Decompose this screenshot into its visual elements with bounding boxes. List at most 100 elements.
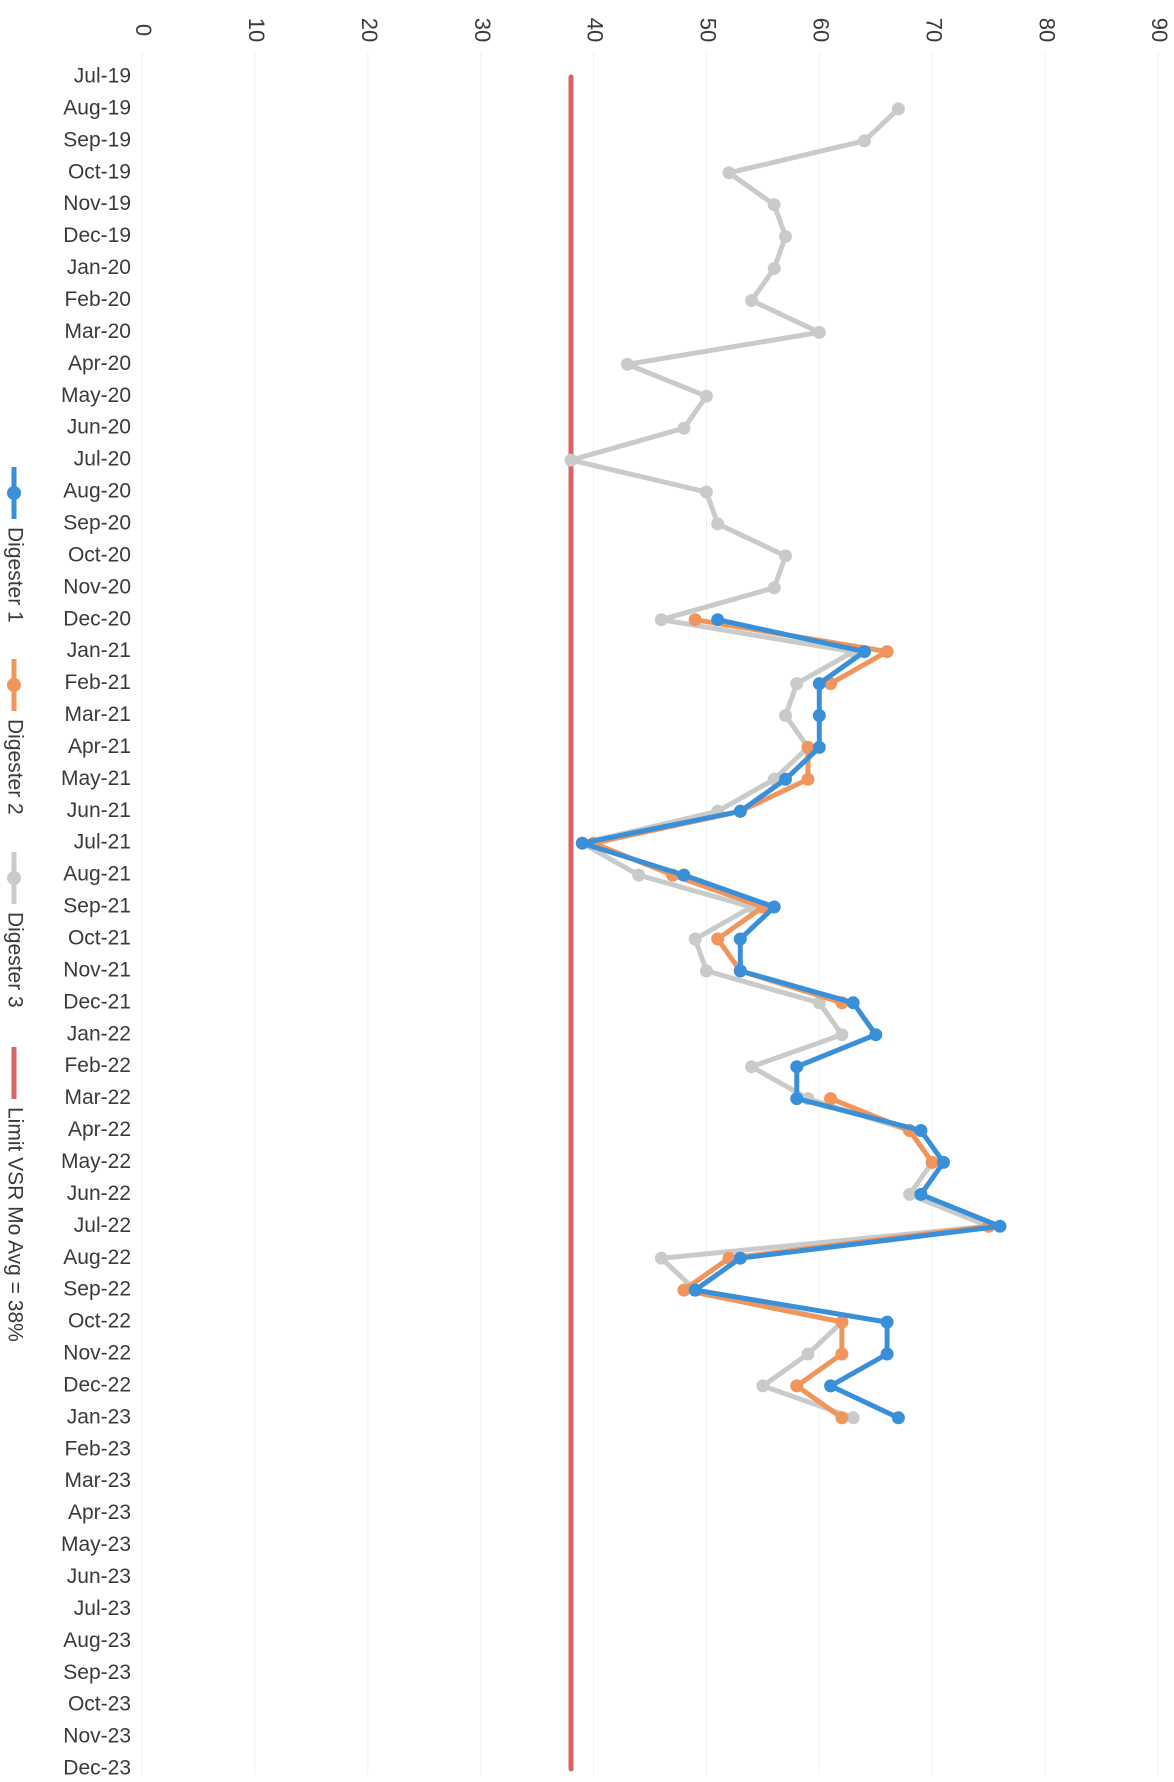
data-point — [903, 1187, 917, 1201]
category-tick-label: May-21 — [61, 767, 131, 790]
data-point — [880, 645, 894, 659]
data-point — [801, 1347, 815, 1361]
data-point — [779, 230, 792, 244]
data-point — [767, 900, 781, 914]
category-tick-label: Apr-22 — [68, 1118, 131, 1141]
data-point — [937, 1155, 950, 1169]
category-tick-label: Nov-23 — [63, 1725, 131, 1748]
category-tick-label: Jun-22 — [67, 1182, 131, 1205]
category-tick-label: Apr-20 — [68, 352, 131, 375]
category-tick-label: Nov-19 — [63, 192, 131, 215]
data-point — [880, 1315, 894, 1329]
data-point — [575, 836, 589, 850]
data-point — [790, 677, 804, 691]
data-point — [790, 1092, 804, 1106]
legend-swatch-marker — [7, 871, 21, 885]
value-tick-label: 0 — [131, 24, 156, 36]
data-point — [711, 932, 725, 946]
category-tick-label: Nov-21 — [63, 958, 131, 981]
data-point — [733, 1251, 747, 1265]
data-point — [699, 389, 713, 403]
data-point — [677, 1283, 691, 1297]
data-point — [812, 325, 826, 339]
data-point — [801, 740, 815, 754]
data-point — [824, 1092, 838, 1106]
category-tick-label: Apr-23 — [68, 1501, 131, 1524]
data-point — [677, 421, 691, 435]
category-tick-label: Aug-23 — [63, 1629, 131, 1652]
data-point — [654, 613, 668, 627]
data-point — [835, 1347, 849, 1361]
category-tick-label: Oct-22 — [68, 1310, 131, 1333]
data-point — [835, 1028, 849, 1042]
legend-swatch-marker — [7, 486, 21, 500]
data-point — [914, 1187, 928, 1201]
data-point — [812, 740, 826, 754]
category-tick-label: Jun-21 — [67, 799, 131, 822]
data-point — [767, 262, 781, 275]
data-point — [869, 1028, 883, 1042]
value-tick-label: 90 — [1147, 18, 1172, 42]
category-tick-label: Sep-19 — [63, 128, 131, 151]
value-tick-label: 30 — [470, 18, 495, 42]
data-point — [722, 166, 736, 180]
category-tick-label: Oct-20 — [68, 543, 131, 566]
data-point — [779, 709, 792, 722]
data-point — [846, 996, 860, 1010]
category-tick-label: Jun-20 — [67, 416, 131, 439]
data-point — [564, 453, 578, 467]
data-point — [914, 1124, 928, 1137]
category-tick-label: Jun-23 — [67, 1565, 131, 1588]
category-tick-label: Dec-23 — [63, 1757, 131, 1777]
data-point — [801, 772, 815, 786]
data-point — [733, 932, 747, 946]
data-point — [824, 1379, 838, 1393]
data-point — [767, 581, 781, 595]
series-layer — [564, 74, 1007, 1772]
legend-label: Digester 3 — [3, 912, 26, 1008]
data-point — [790, 1379, 804, 1393]
data-point — [688, 613, 702, 627]
legend-label: Digester 2 — [3, 719, 26, 815]
category-tick-label: Oct-23 — [68, 1693, 131, 1716]
category-tick-label: Jul-20 — [74, 448, 131, 471]
category-tick-label: Jul-19 — [74, 65, 131, 88]
legend-item: Limit VSR Mo Avg = 38% — [3, 1047, 26, 1342]
category-tick-label: Feb-21 — [64, 671, 131, 694]
data-point — [835, 1315, 849, 1329]
category-tick-label: Nov-20 — [63, 575, 131, 598]
category-tick-label: Mar-21 — [64, 703, 131, 726]
category-tick-label: Jul-23 — [74, 1597, 131, 1620]
data-point — [812, 677, 826, 691]
data-point — [790, 1060, 804, 1074]
data-point — [812, 996, 826, 1010]
data-point — [745, 294, 759, 307]
category-tick-label: Feb-23 — [64, 1437, 131, 1460]
legend-item: Digester 1 — [3, 467, 26, 623]
category-tick-label: Dec-22 — [63, 1373, 131, 1396]
category-tick-label: Jan-23 — [67, 1405, 131, 1428]
data-point — [925, 1155, 939, 1169]
legend-item: Digester 3 — [3, 852, 26, 1008]
data-point — [632, 868, 646, 882]
data-point — [745, 1060, 759, 1074]
category-tick-label: Sep-23 — [63, 1661, 131, 1684]
category-axis-ticks: Jul-19 Aug-19 Sep-19 Oct-19 Nov-19 Dec-19 Jan-… — [61, 65, 131, 1780]
category-tick-label: Dec-20 — [63, 607, 131, 630]
value-tick-label: 60 — [809, 18, 834, 42]
value-tick-label: 80 — [1034, 18, 1059, 42]
category-tick-label: Jan-21 — [67, 639, 131, 662]
data-point — [812, 709, 826, 722]
category-tick-label: Jan-20 — [67, 256, 131, 279]
data-point — [880, 1347, 894, 1361]
data-point — [688, 1283, 702, 1297]
data-point — [699, 964, 713, 978]
category-tick-label: Feb-22 — [64, 1054, 131, 1077]
value-tick-label: 20 — [357, 18, 382, 42]
category-tick-label: Apr-21 — [68, 735, 131, 758]
data-point — [733, 964, 747, 978]
data-point — [779, 772, 792, 786]
data-point — [846, 1411, 860, 1425]
